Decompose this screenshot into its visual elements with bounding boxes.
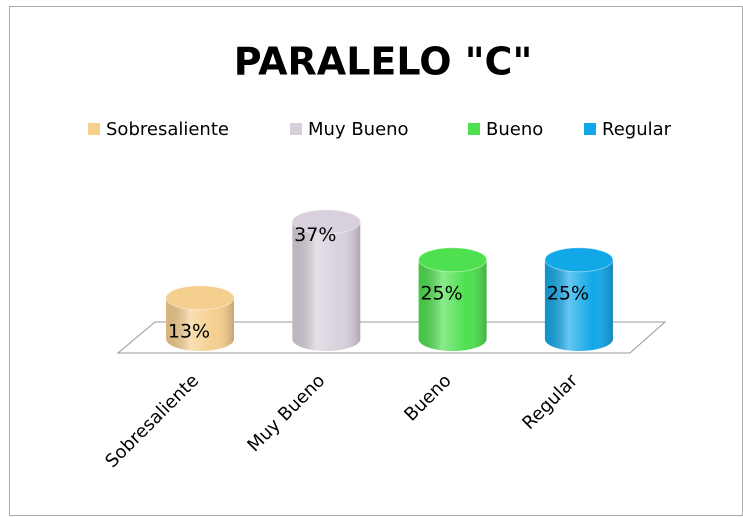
legend-label: Muy Bueno xyxy=(308,119,409,140)
legend-label: Regular xyxy=(602,119,672,140)
bar-top xyxy=(291,209,361,235)
floor xyxy=(116,321,667,354)
cylinder xyxy=(418,247,488,351)
legend-label: Sobresaliente xyxy=(106,119,229,140)
cylinder xyxy=(544,247,614,351)
bar-top xyxy=(165,285,235,311)
data-label: 13% xyxy=(168,320,210,342)
chart-title: PARALELO "C" xyxy=(234,40,533,84)
bar-shade xyxy=(544,259,613,351)
legend-swatch xyxy=(468,123,480,135)
bar-top xyxy=(544,247,614,273)
bar-shade xyxy=(418,259,487,351)
bar-shade xyxy=(292,221,361,351)
bar-shade xyxy=(166,297,234,351)
legend-swatch xyxy=(290,123,302,135)
legend-swatch xyxy=(88,123,100,135)
cylinder xyxy=(165,285,235,351)
bar-top xyxy=(418,247,488,273)
data-label: 37% xyxy=(294,224,336,246)
cylinder xyxy=(291,209,361,351)
data-label: 25% xyxy=(547,282,589,304)
legend-label: Bueno xyxy=(486,119,543,140)
legend-swatch xyxy=(584,123,596,135)
data-label: 25% xyxy=(420,282,462,304)
chart-frame xyxy=(9,6,743,516)
